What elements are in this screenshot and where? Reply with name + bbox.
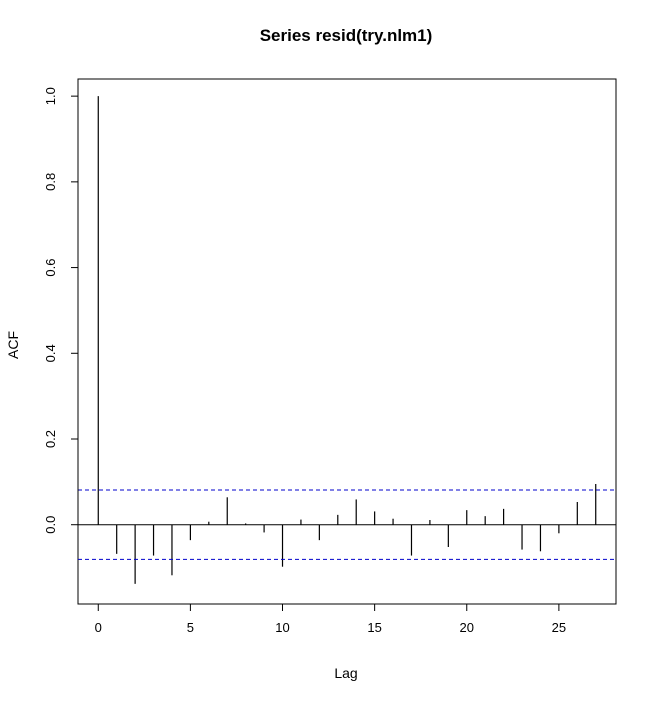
x-axis-label: Lag: [334, 665, 357, 681]
y-tick-label-1: 1.0: [43, 87, 58, 105]
x-axis: 0 5 10 15 20 25: [95, 603, 566, 635]
chart-title: Series resid(try.nlm1): [260, 26, 433, 45]
x-tick-label-15: 15: [367, 620, 381, 635]
acf-bars: [97, 96, 597, 584]
y-tick-label-0.6: 0.6: [43, 259, 58, 277]
y-tick-label-0: 0.0: [43, 516, 58, 534]
y-tick-label-0.8: 0.8: [43, 173, 58, 191]
y-axis: 0.0 0.2 0.4 0.6 0.8 1.0: [43, 87, 79, 534]
y-axis-label: ACF: [5, 331, 21, 359]
x-tick-label-10: 10: [275, 620, 289, 635]
x-tick-label-25: 25: [552, 620, 566, 635]
y-tick-label-0.2: 0.2: [43, 430, 58, 448]
x-tick-label-20: 20: [460, 620, 474, 635]
x-tick-label-0: 0: [95, 620, 102, 635]
x-tick-label-5: 5: [187, 620, 194, 635]
reference-lines: [78, 489, 616, 560]
plot-frame: [77, 78, 617, 605]
y-tick-label-0.4: 0.4: [43, 344, 58, 362]
